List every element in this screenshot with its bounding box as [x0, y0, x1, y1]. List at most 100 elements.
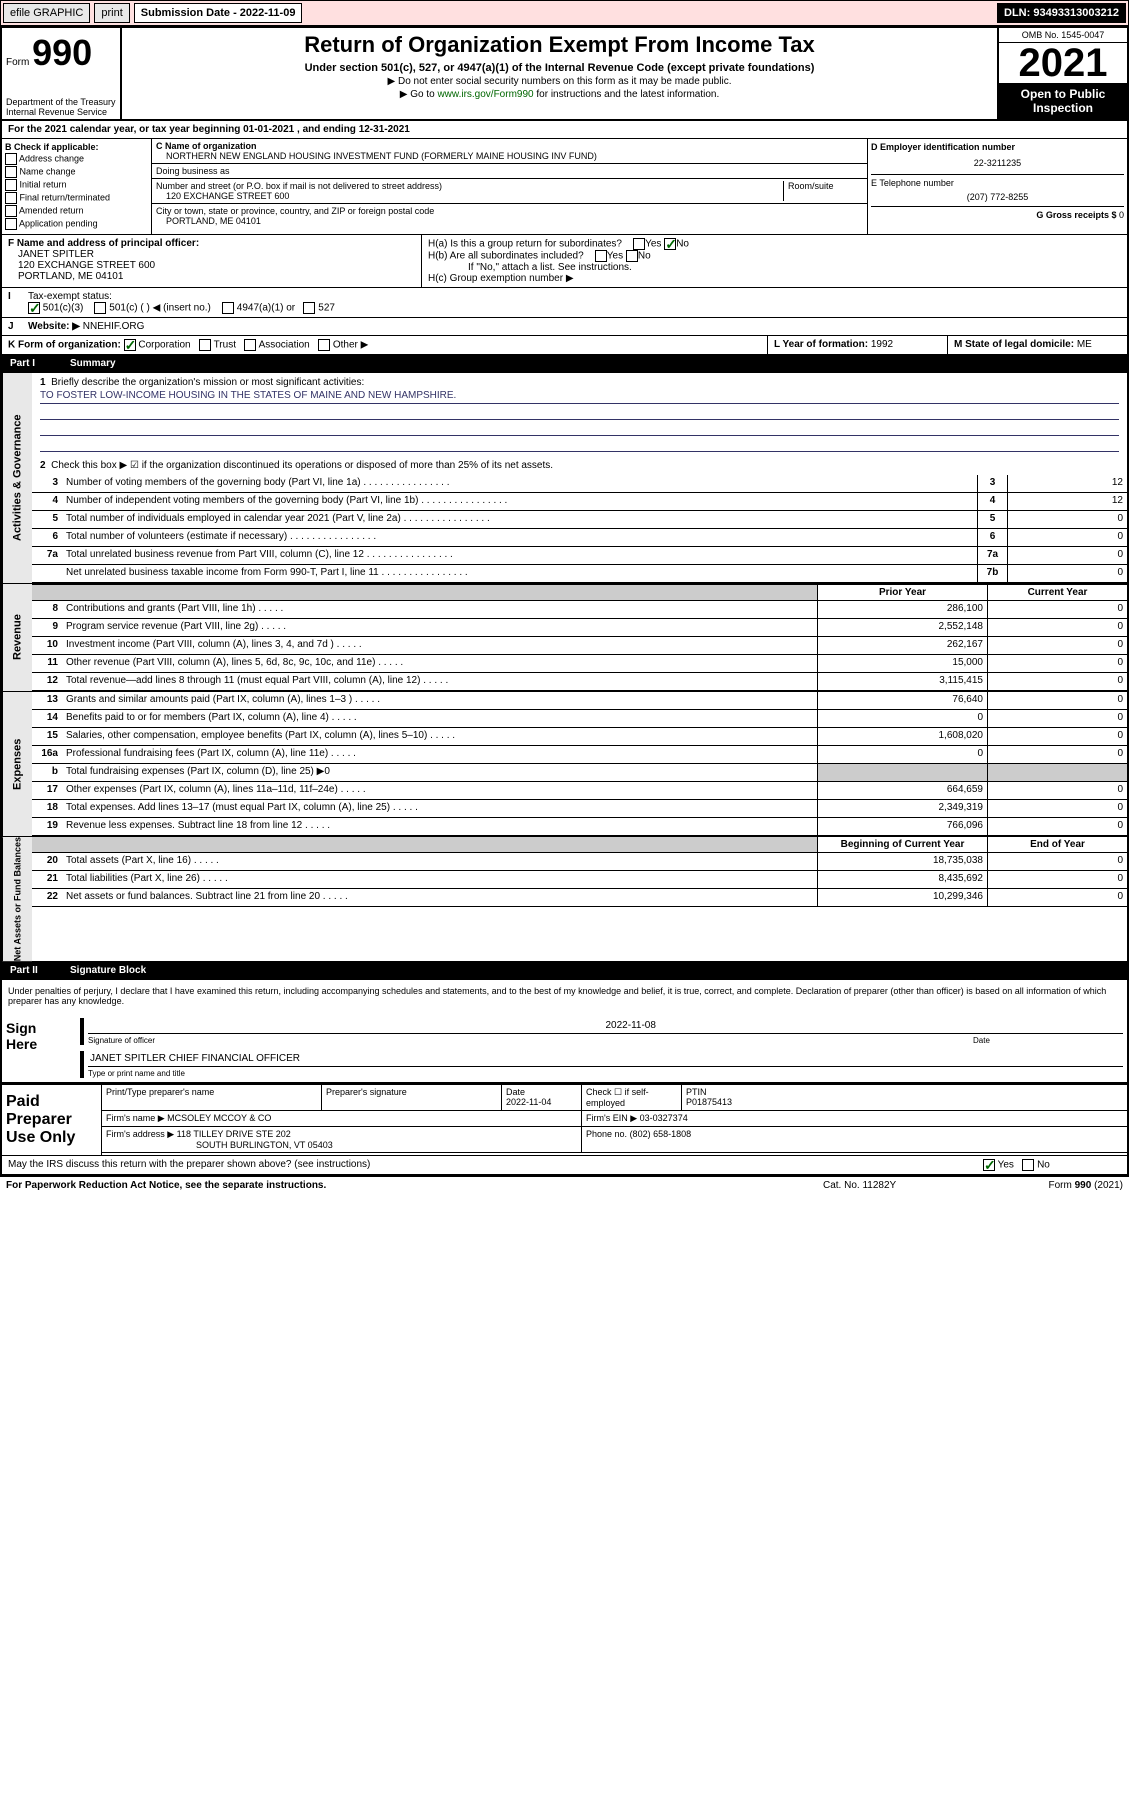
date-label: Date	[973, 1036, 1123, 1045]
ein-label: D Employer identification number	[871, 142, 1124, 152]
h-a-no[interactable]	[664, 238, 676, 250]
chk-amended-return[interactable]: Amended return	[5, 205, 148, 217]
chk-final-return[interactable]: Final return/terminated	[5, 192, 148, 204]
room-label: Room/suite	[783, 181, 863, 201]
line-j-label: Website: ▶	[28, 321, 80, 332]
h-b-yes[interactable]	[595, 250, 607, 262]
section-h: H(a) Is this a group return for subordin…	[422, 235, 1127, 287]
open-to-public: Open to Public Inspection	[999, 83, 1127, 119]
footer-right: Form Form 990 (2021)990 (2021)	[973, 1180, 1123, 1191]
row-j-website: J Website: ▶ NNEHIF.ORG	[2, 318, 1127, 336]
line-3: 3Number of voting members of the governi…	[32, 475, 1127, 493]
tel-value: (207) 772-8255	[871, 188, 1124, 206]
line-10: 10Investment income (Part VIII, column (…	[32, 637, 1127, 655]
irs-link[interactable]: www.irs.gov/Form990	[437, 89, 533, 100]
line-5: 5Total number of individuals employed in…	[32, 511, 1127, 529]
h-note: If "No," attach a list. See instructions…	[428, 262, 1121, 273]
chk-501c[interactable]	[94, 302, 106, 314]
line-4: 4Number of independent voting members of…	[32, 493, 1127, 511]
line-16a: 16aProfessional fundraising fees (Part I…	[32, 746, 1127, 764]
chk-association[interactable]	[244, 339, 256, 351]
mission-text: TO FOSTER LOW-INCOME HOUSING IN THE STAT…	[40, 390, 1119, 404]
submission-date: Submission Date - 2022-11-09	[134, 3, 303, 23]
prep-date-label: Date	[506, 1087, 525, 1097]
row-k-l-m: K Form of organization: Corporation Trus…	[2, 336, 1127, 355]
revenue-section: Revenue Prior Year Current Year 8Contrib…	[2, 584, 1127, 692]
line-13: 13Grants and similar amounts paid (Part …	[32, 692, 1127, 710]
prep-date-value: 2022-11-04	[506, 1097, 551, 1107]
line-20: 20Total assets (Part X, line 16) . . . .…	[32, 853, 1127, 871]
firm-addr2: SOUTH BURLINGTON, VT 05403	[106, 1140, 333, 1150]
org-name: NORTHERN NEW ENGLAND HOUSING INVESTMENT …	[156, 151, 863, 161]
paid-preparer-label: Paid Preparer Use Only	[2, 1085, 102, 1155]
website-value: NNEHIF.ORG	[83, 321, 145, 332]
efile-button[interactable]: efile GRAPHIC	[3, 3, 90, 23]
line-a-period: For the 2021 calendar year, or tax year …	[2, 121, 1127, 139]
form-number: 990	[32, 32, 92, 73]
prep-name-label: Print/Type preparer's name	[102, 1085, 322, 1110]
chk-corporation[interactable]	[124, 339, 136, 351]
row-i-tax-exempt: I Tax-exempt status: 501(c)(3) 501(c) ( …	[2, 288, 1127, 318]
chk-address-change[interactable]: Address change	[5, 153, 148, 165]
sign-here-row: Sign Here 2022-11-08 Signature of office…	[2, 1012, 1127, 1083]
line-17: 17Other expenses (Part IX, column (A), l…	[32, 782, 1127, 800]
net-assets-section: Net Assets or Fund Balances Beginning of…	[2, 837, 1127, 962]
chk-initial-return[interactable]: Initial return	[5, 179, 148, 191]
firm-ein: 03-0327374	[640, 1113, 688, 1123]
phone-value: (802) 658-1808	[630, 1129, 692, 1139]
chk-name-change[interactable]: Name change	[5, 166, 148, 178]
governance-vlabel: Activities & Governance	[2, 373, 32, 583]
footer-left: For Paperwork Reduction Act Notice, see …	[6, 1180, 823, 1191]
h-a-yes[interactable]	[633, 238, 645, 250]
may-no[interactable]	[1022, 1159, 1034, 1171]
gross-label: G Gross receipts $	[1036, 210, 1116, 220]
chk-application-pending[interactable]: Application pending	[5, 218, 148, 230]
form-990: Form 990 Department of the Treasury Inte…	[0, 26, 1129, 1177]
signature-declaration: Under penalties of perjury, I declare th…	[2, 980, 1127, 1012]
line-14: 14Benefits paid to or for members (Part …	[32, 710, 1127, 728]
city-label: City or town, state or province, country…	[156, 206, 863, 216]
revenue-vlabel: Revenue	[2, 584, 32, 691]
chk-527[interactable]	[303, 302, 315, 314]
officer-addr2: PORTLAND, ME 04101	[8, 271, 123, 282]
section-f: F Name and address of principal officer:…	[2, 235, 422, 287]
form-header: Form 990 Department of the Treasury Inte…	[2, 28, 1127, 121]
line-19: 19Revenue less expenses. Subtract line 1…	[32, 818, 1127, 836]
h-c-label: H(c) Group exemption number ▶	[428, 273, 1121, 284]
may-yes[interactable]	[983, 1159, 995, 1171]
line-12: 12Total revenue—add lines 8 through 11 (…	[32, 673, 1127, 691]
footer-center: Cat. No. 11282Y	[823, 1180, 973, 1191]
city-state-zip: PORTLAND, ME 04101	[156, 216, 863, 226]
print-button[interactable]: print	[94, 3, 129, 23]
name-label: Type or print name and title	[88, 1069, 1123, 1078]
col-prior-year: Prior Year	[817, 585, 987, 600]
col-beginning-year: Beginning of Current Year	[817, 837, 987, 852]
line-15: 15Salaries, other compensation, employee…	[32, 728, 1127, 746]
line-m-label: M State of legal domicile:	[954, 339, 1074, 350]
line-11: 11Other revenue (Part VIII, column (A), …	[32, 655, 1127, 673]
tax-year: 2021	[999, 43, 1127, 83]
self-employed-check[interactable]: Check ☐ if self-employed	[582, 1085, 682, 1110]
signature-field[interactable]	[90, 1020, 606, 1031]
sig-label: Signature of officer	[88, 1036, 973, 1045]
chk-501c3[interactable]	[28, 302, 40, 314]
sections-b-to-g: B Check if applicable: Address change Na…	[2, 139, 1127, 235]
firm-name-label: Firm's name ▶	[106, 1113, 165, 1123]
dept-label: Department of the Treasury Internal Reve…	[6, 97, 116, 117]
sign-here-label: Sign Here	[2, 1012, 72, 1082]
may-discuss-label: May the IRS discuss this return with the…	[2, 1156, 977, 1174]
page-footer: For Paperwork Reduction Act Notice, see …	[0, 1177, 1129, 1194]
chk-other[interactable]	[318, 339, 330, 351]
section-f-label: F Name and address of principal officer:	[8, 238, 199, 249]
chk-trust[interactable]	[199, 339, 211, 351]
chk-4947[interactable]	[222, 302, 234, 314]
firm-ein-label: Firm's EIN ▶	[586, 1113, 637, 1123]
name-label: C Name of organization	[156, 141, 863, 151]
phone-label: Phone no.	[586, 1129, 627, 1139]
line-9: 9Program service revenue (Part VIII, lin…	[32, 619, 1127, 637]
net-assets-vlabel: Net Assets or Fund Balances	[2, 837, 32, 961]
expenses-vlabel: Expenses	[2, 692, 32, 836]
h-b-no[interactable]	[626, 250, 638, 262]
prep-sig-label: Preparer's signature	[322, 1085, 502, 1110]
h-b-label: H(b) Are all subordinates included?	[428, 251, 584, 262]
